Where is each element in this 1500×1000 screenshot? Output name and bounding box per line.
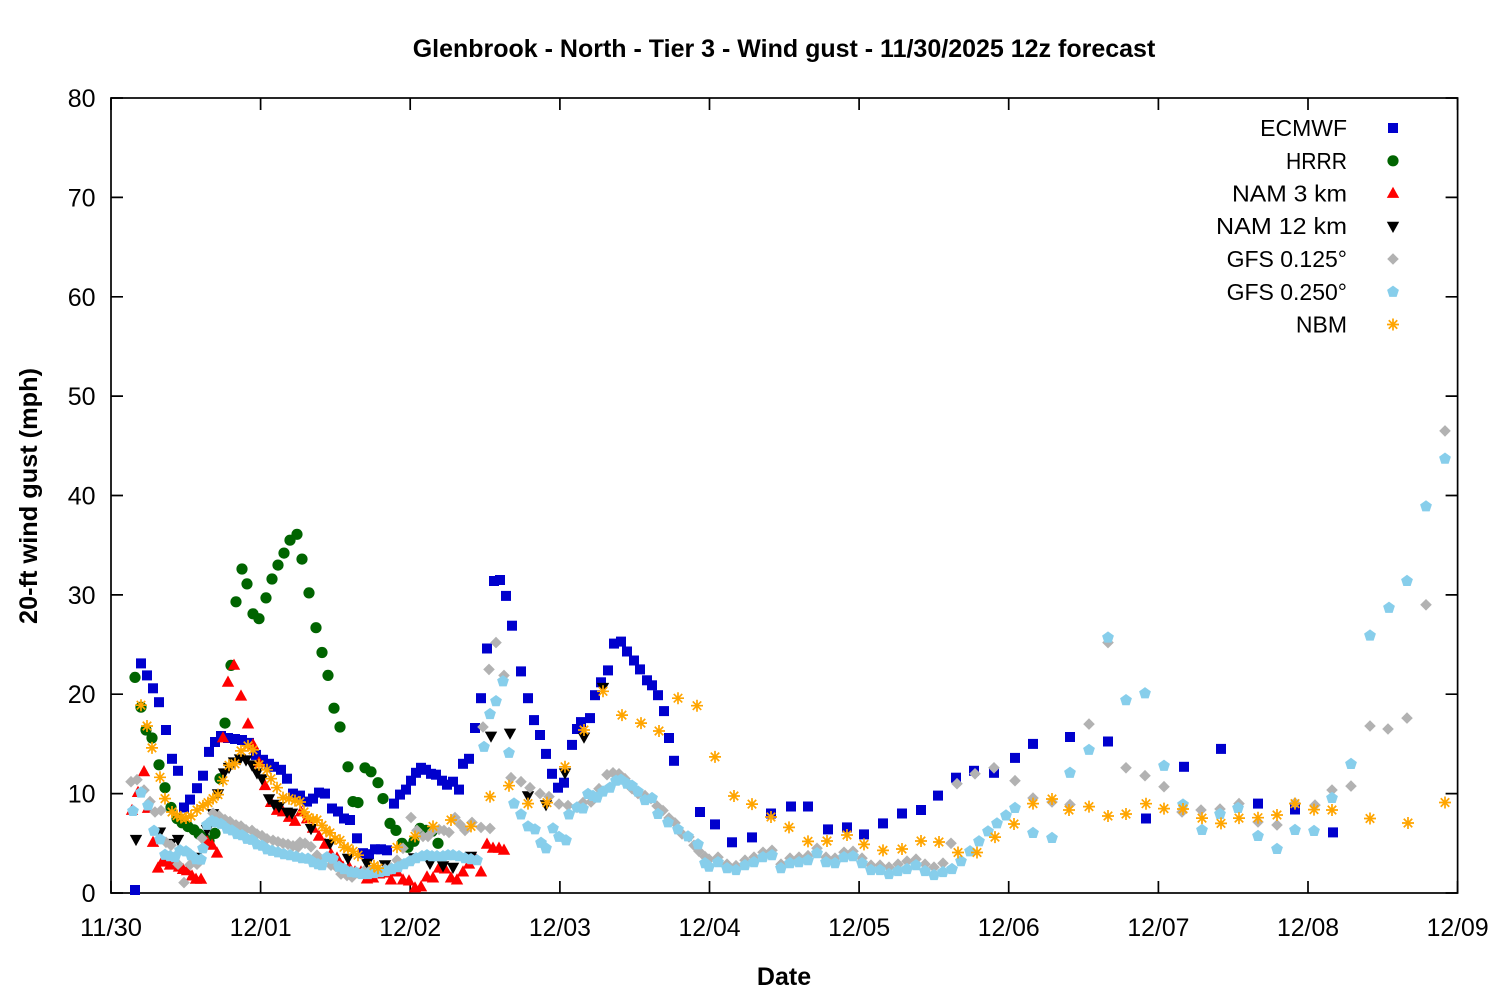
svg-text:0: 0 xyxy=(82,880,96,908)
svg-text:Date: Date xyxy=(757,963,811,991)
svg-text:12/02: 12/02 xyxy=(379,914,441,942)
svg-text:12/01: 12/01 xyxy=(230,914,292,942)
svg-text:GFS 0.125°: GFS 0.125° xyxy=(1227,246,1347,272)
svg-text:Glenbrook - North - Tier 3 - W: Glenbrook - North - Tier 3 - Wind gust -… xyxy=(413,35,1156,63)
svg-text:12/09: 12/09 xyxy=(1427,914,1489,942)
svg-text:30: 30 xyxy=(68,582,96,610)
svg-text:40: 40 xyxy=(68,483,96,511)
svg-text:50: 50 xyxy=(68,383,96,411)
svg-text:10: 10 xyxy=(68,781,96,809)
svg-text:NAM 3 km: NAM 3 km xyxy=(1232,181,1347,207)
svg-text:NBM: NBM xyxy=(1296,312,1347,338)
svg-text:20-ft wind gust (mph): 20-ft wind gust (mph) xyxy=(15,368,43,624)
svg-text:80: 80 xyxy=(68,85,96,113)
svg-text:HRRR: HRRR xyxy=(1286,148,1347,174)
svg-text:12/08: 12/08 xyxy=(1277,914,1339,942)
svg-text:12/03: 12/03 xyxy=(529,914,591,942)
svg-text:11/30: 11/30 xyxy=(80,914,142,942)
svg-text:12/06: 12/06 xyxy=(978,914,1040,942)
svg-text:20: 20 xyxy=(68,681,96,709)
svg-text:12/07: 12/07 xyxy=(1127,914,1189,942)
svg-text:NAM 12 km: NAM 12 km xyxy=(1216,213,1347,239)
svg-text:GFS 0.250°: GFS 0.250° xyxy=(1227,279,1347,305)
svg-text:ECMWF: ECMWF xyxy=(1260,115,1347,141)
svg-text:60: 60 xyxy=(68,284,96,312)
svg-text:12/04: 12/04 xyxy=(679,914,741,942)
svg-text:12/05: 12/05 xyxy=(828,914,890,942)
svg-text:70: 70 xyxy=(68,184,96,212)
